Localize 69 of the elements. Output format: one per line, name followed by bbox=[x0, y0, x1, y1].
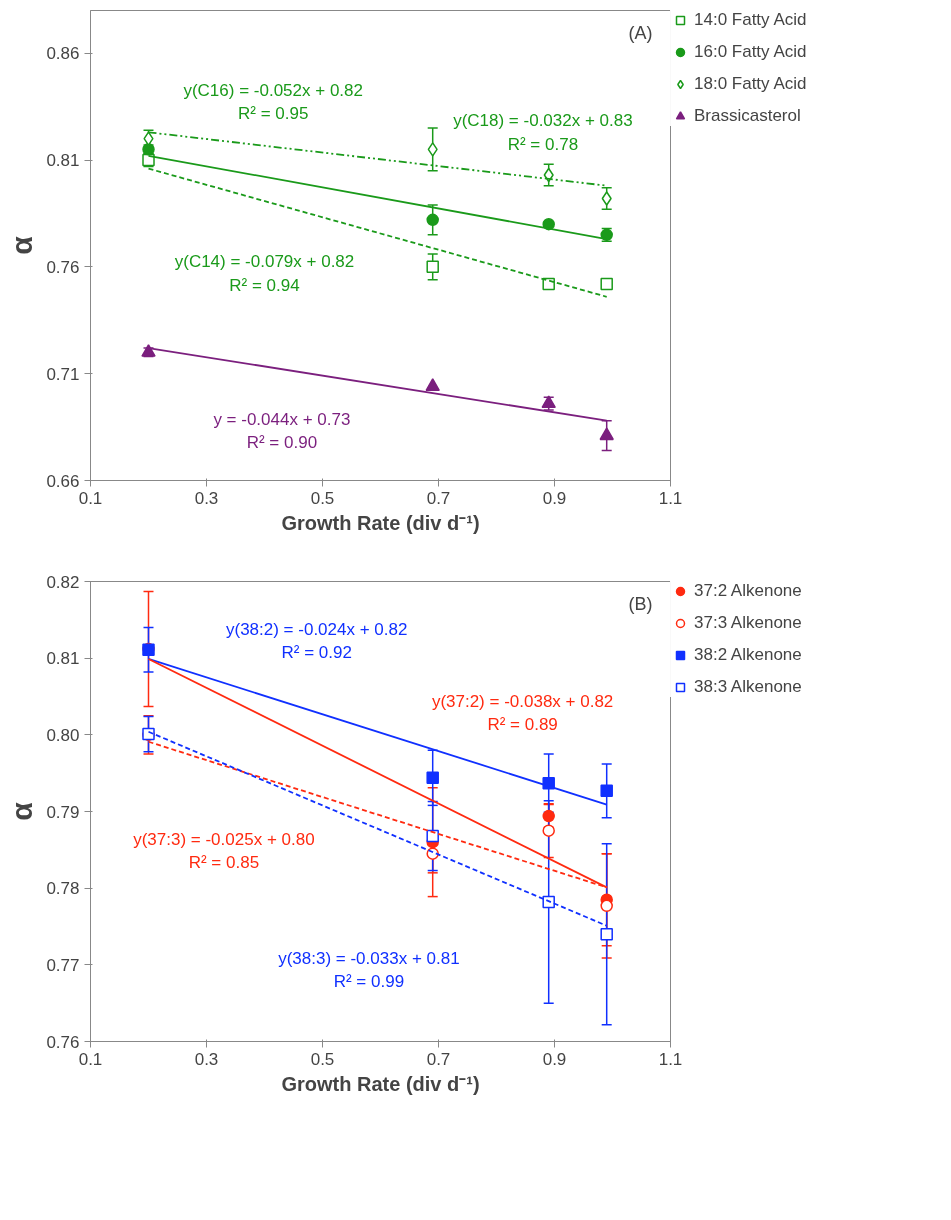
y-tick-label: 0.77 bbox=[46, 955, 80, 975]
annotation: y(37:3) = -0.025x + 0.80 bbox=[133, 829, 315, 849]
y-tick-label: 0.71 bbox=[46, 364, 80, 384]
annotation: y(C18) = -0.032x + 0.83 bbox=[453, 111, 633, 131]
point bbox=[542, 824, 555, 837]
y-tick-label: 0.86 bbox=[46, 44, 80, 64]
legend-label: 38:3 Alkenone bbox=[694, 677, 802, 697]
point bbox=[426, 771, 439, 785]
point bbox=[426, 260, 439, 274]
y-tick-label: 0.76 bbox=[46, 257, 80, 277]
point bbox=[600, 927, 613, 941]
legend-label: 37:2 Alkenone bbox=[694, 581, 802, 601]
y-tick-label: 0.81 bbox=[46, 151, 80, 171]
annotation: R² = 0.78 bbox=[507, 134, 579, 154]
legend-label: 14:0 Fatty Acid bbox=[694, 10, 807, 30]
x-tick-label: 0.1 bbox=[78, 488, 103, 508]
x-tick-label: 1.1 bbox=[658, 488, 683, 508]
x-tick-label: 0.1 bbox=[78, 1049, 103, 1069]
point bbox=[426, 213, 439, 227]
y-tick-label: 0.79 bbox=[46, 802, 80, 822]
y-tick-label: 0.80 bbox=[46, 725, 80, 745]
point bbox=[426, 829, 439, 843]
annotation: y(C14) = -0.079x + 0.82 bbox=[174, 252, 355, 272]
x-tick-label: 0.9 bbox=[542, 1049, 567, 1069]
x-axis-title: Growth Rate (div d⁻¹) bbox=[281, 1072, 480, 1095]
annotation: R² = 0.85 bbox=[188, 852, 260, 872]
annotation: R² = 0.95 bbox=[238, 104, 309, 124]
annotation: R² = 0.90 bbox=[246, 433, 318, 453]
annotation: y(38:3) = -0.033x + 0.81 bbox=[278, 949, 460, 969]
legend-label: 18:0 Fatty Acid bbox=[694, 74, 807, 94]
point bbox=[427, 142, 438, 157]
y-tick-label: 0.81 bbox=[46, 649, 80, 669]
point bbox=[600, 784, 613, 798]
point bbox=[600, 277, 613, 291]
legend-label: 37:3 Alkenone bbox=[694, 613, 802, 633]
annotation: (B) bbox=[628, 593, 653, 614]
annotation: y = -0.044x + 0.73 bbox=[213, 409, 351, 429]
annotation: y(C16) = -0.052x + 0.82 bbox=[183, 80, 363, 100]
point bbox=[601, 191, 612, 206]
legend-label: 38:2 Alkenone bbox=[694, 645, 802, 665]
x-axis-title: Growth Rate (div d⁻¹) bbox=[281, 511, 480, 534]
annotation: R² = 0.99 bbox=[333, 972, 405, 992]
y-tick-label: 0.78 bbox=[46, 879, 80, 899]
annotation: R² = 0.89 bbox=[487, 714, 558, 734]
y-axis-title: α bbox=[5, 801, 39, 821]
x-tick-label: 0.3 bbox=[194, 488, 219, 508]
x-tick-label: 0.7 bbox=[426, 488, 451, 508]
y-tick-label: 0.82 bbox=[46, 572, 80, 592]
point bbox=[542, 809, 555, 823]
point bbox=[542, 895, 555, 909]
x-tick-label: 0.9 bbox=[542, 488, 567, 508]
point bbox=[600, 899, 613, 913]
x-tick-label: 1.1 bbox=[658, 1049, 683, 1069]
y-axis-title: α bbox=[5, 235, 39, 255]
point bbox=[425, 378, 440, 391]
annotation: y(37:2) = -0.038x + 0.82 bbox=[431, 691, 614, 711]
annotation: (A) bbox=[628, 22, 653, 43]
annotation: R² = 0.94 bbox=[229, 275, 300, 295]
annotation: y(38:2) = -0.024x + 0.82 bbox=[225, 620, 408, 640]
y-tick-label: 0.66 bbox=[46, 471, 80, 491]
point bbox=[599, 427, 614, 441]
legend-label: 16:0 Fatty Acid bbox=[694, 42, 807, 62]
x-tick-label: 0.5 bbox=[310, 1049, 335, 1069]
y-tick-label: 0.76 bbox=[46, 1032, 80, 1052]
annotation: R² = 0.92 bbox=[281, 643, 352, 663]
x-tick-label: 0.7 bbox=[426, 1049, 451, 1069]
legend-label: Brassicasterol bbox=[694, 106, 801, 126]
x-tick-label: 0.3 bbox=[194, 1049, 219, 1069]
x-tick-label: 0.5 bbox=[310, 488, 335, 508]
